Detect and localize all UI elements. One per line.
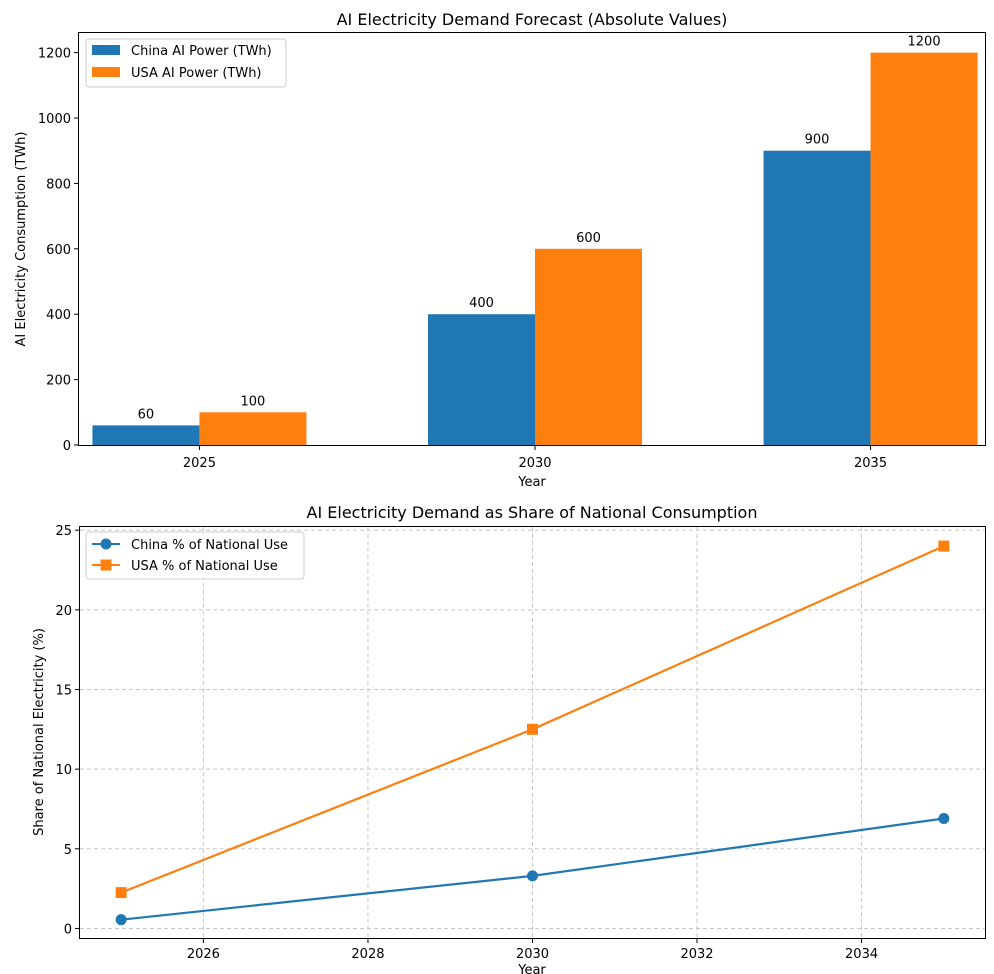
bar-usa-2035 [870, 52, 978, 445]
chart1-bars [92, 52, 978, 445]
legend-marker-china [100, 538, 112, 550]
chart2-legend-box [85, 531, 305, 580]
legend-label-china: China AI Power (TWh) [131, 44, 272, 59]
chart2-x-tick-label: 2028 [351, 947, 384, 962]
data-label-usa-2025: 100 [241, 394, 266, 409]
bar-chart: AI Electricity Demand Forecast (Absolute… [14, 10, 986, 490]
data-label-china-2035: 900 [805, 133, 830, 148]
chart2-y-label: Share of National Electricity (%) [32, 628, 47, 836]
chart1-y-tick-label: 1200 [38, 47, 71, 62]
chart2-y-tick-label: 20 [55, 604, 72, 619]
data-label-usa-2035: 1200 [908, 35, 941, 50]
legend-label-usa-share: USA % of National Use [131, 559, 278, 574]
chart1-x-tick-label: 2025 [183, 456, 216, 471]
chart1-y-ticks: 0 200 400 600 800 1000 1200 [38, 47, 79, 454]
line-chart: AI Electricity Demand as Share of Nation… [32, 503, 986, 974]
chart1-y-tick-label: 600 [46, 243, 71, 258]
chart1-x-ticks: 2025 2030 2035 [183, 445, 887, 471]
point-usa-2025 [115, 887, 127, 899]
chart2-x-tick-label: 2026 [187, 947, 220, 962]
bar-china-2025 [92, 425, 200, 445]
chart2-y-tick-label: 25 [55, 524, 72, 539]
bar-china-2030 [428, 314, 535, 445]
point-usa-2035 [938, 540, 950, 552]
chart2-y-tick-label: 0 [64, 922, 72, 937]
chart2-x-tick-label: 2034 [845, 947, 878, 962]
chart2-title: AI Electricity Demand as Share of Nation… [307, 503, 758, 522]
chart2-frame [79, 526, 986, 939]
bar-china-2035 [763, 150, 871, 445]
chart1-x-tick-label: 2030 [518, 456, 551, 471]
point-usa-2030 [527, 723, 538, 735]
chart2-x-label: Year [517, 963, 546, 974]
data-label-usa-2030: 600 [576, 231, 601, 246]
chart2-y-tick-label: 15 [55, 683, 72, 698]
chart2-y-ticks: 0 5 10 15 20 25 [55, 524, 80, 937]
chart1-legend: China AI Power (TWh) USA AI Power (TWh) [85, 38, 287, 88]
chart1-legend-box [85, 38, 287, 88]
chart1-y-label: AI Electricity Consumption (TWh) [14, 132, 29, 347]
chart2-x-tick-label: 2032 [680, 947, 713, 962]
chart1-x-label: Year [517, 475, 546, 490]
chart2-y-tick-label: 10 [55, 763, 72, 778]
legend-swatch-china [92, 45, 120, 55]
chart1-y-tick-label: 800 [46, 177, 71, 192]
point-china-2035 [938, 813, 950, 825]
chart2-series [115, 540, 950, 926]
legend-label-usa: USA AI Power (TWh) [131, 66, 262, 81]
chart1-y-tick-label: 400 [46, 308, 71, 323]
chart1-y-tick-label: 0 [63, 439, 71, 454]
chart1-data-labels: 60 400 900 100 600 1200 [138, 35, 941, 423]
bar-usa-2025 [199, 412, 307, 445]
chart1-y-tick-label: 1000 [38, 112, 71, 127]
point-china-2025 [115, 914, 127, 926]
chart1-frame [78, 32, 986, 446]
series-line-china [121, 817, 945, 921]
legend-marker-usa [100, 559, 112, 571]
chart2-x-tick-label: 2030 [516, 947, 549, 962]
bar-usa-2030 [535, 248, 642, 445]
chart2-x-ticks: 2026 2028 2030 2032 2034 [187, 938, 878, 962]
data-label-china-2030: 400 [469, 296, 494, 311]
chart1-title: AI Electricity Demand Forecast (Absolute… [337, 10, 728, 29]
chart2-y-tick-label: 5 [64, 843, 72, 858]
legend-swatch-usa [92, 67, 120, 77]
legend-label-china-share: China % of National Use [131, 538, 288, 553]
chart1-x-tick-label: 2035 [854, 456, 887, 471]
chart1-y-tick-label: 200 [46, 374, 71, 389]
chart2-legend: China % of National Use USA % of Nationa… [85, 531, 305, 580]
point-china-2030 [527, 870, 538, 882]
data-label-china-2025: 60 [138, 407, 155, 422]
